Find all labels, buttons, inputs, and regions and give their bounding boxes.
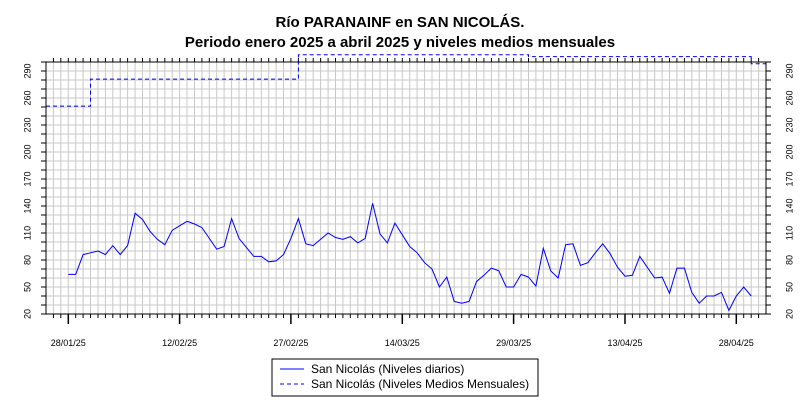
y-tick-label-right: 170 bbox=[784, 171, 794, 186]
y-tick-label-right: 20 bbox=[784, 309, 794, 319]
y-tick-label-left: 200 bbox=[22, 144, 32, 159]
legend-label-monthly: San Nicolás (Niveles Medios Mensuales) bbox=[311, 377, 529, 391]
chart-subtitle: Periodo enero 2025 a abril 2025 y nivele… bbox=[185, 34, 615, 51]
y-tick-label-right: 290 bbox=[784, 63, 794, 78]
x-tick-label: 28/01/25 bbox=[51, 338, 86, 348]
legend-label-daily: San Nicolás (Niveles diarios) bbox=[311, 362, 464, 376]
y-tick-label-left: 290 bbox=[22, 63, 32, 78]
legend-box bbox=[271, 358, 539, 397]
series-line-monthly-mean bbox=[46, 54, 766, 107]
y-tick-label-left: 170 bbox=[22, 171, 32, 186]
y-tick-label-right: 230 bbox=[784, 117, 794, 132]
y-tick-label-right: 80 bbox=[784, 255, 794, 265]
grid bbox=[46, 62, 766, 314]
x-tick-label: 14/03/25 bbox=[385, 338, 420, 348]
y-tick-label-left: 140 bbox=[22, 198, 32, 213]
y-tick-label-left: 50 bbox=[22, 282, 32, 292]
y-tick-label-left: 20 bbox=[22, 309, 32, 319]
y-tick-label-left: 230 bbox=[22, 117, 32, 132]
y-tick-label-right: 110 bbox=[784, 226, 794, 240]
axes: 28/01/25 12/02/25 27/02/25 14/03/25 29/03/25… bbox=[22, 58, 794, 348]
y-tick-label-right: 140 bbox=[784, 198, 794, 213]
series-lines bbox=[46, 54, 766, 312]
y-tick-label-left: 110 bbox=[22, 226, 32, 240]
y-tick-label-right: 50 bbox=[784, 282, 794, 292]
legend: San Nicolás (Niveles diarios) San Nicolá… bbox=[271, 358, 539, 397]
y-tick-label-right: 260 bbox=[784, 90, 794, 105]
y-tick-label-right: 200 bbox=[784, 144, 794, 159]
x-tick-label: 27/02/25 bbox=[273, 338, 308, 348]
x-tick-label: 13/04/25 bbox=[607, 338, 642, 348]
y-tick-label-left: 260 bbox=[22, 90, 32, 105]
x-tick-label: 12/02/25 bbox=[162, 338, 197, 348]
plot-frame bbox=[45, 61, 767, 315]
y-tick-label-left: 80 bbox=[22, 255, 32, 265]
chart-title: Río PARANAINF en SAN NICOLÁS. bbox=[276, 14, 525, 31]
series-line-daily bbox=[68, 203, 752, 312]
x-tick-label: 29/03/25 bbox=[496, 338, 531, 348]
x-tick-label: 28/04/25 bbox=[719, 338, 754, 348]
